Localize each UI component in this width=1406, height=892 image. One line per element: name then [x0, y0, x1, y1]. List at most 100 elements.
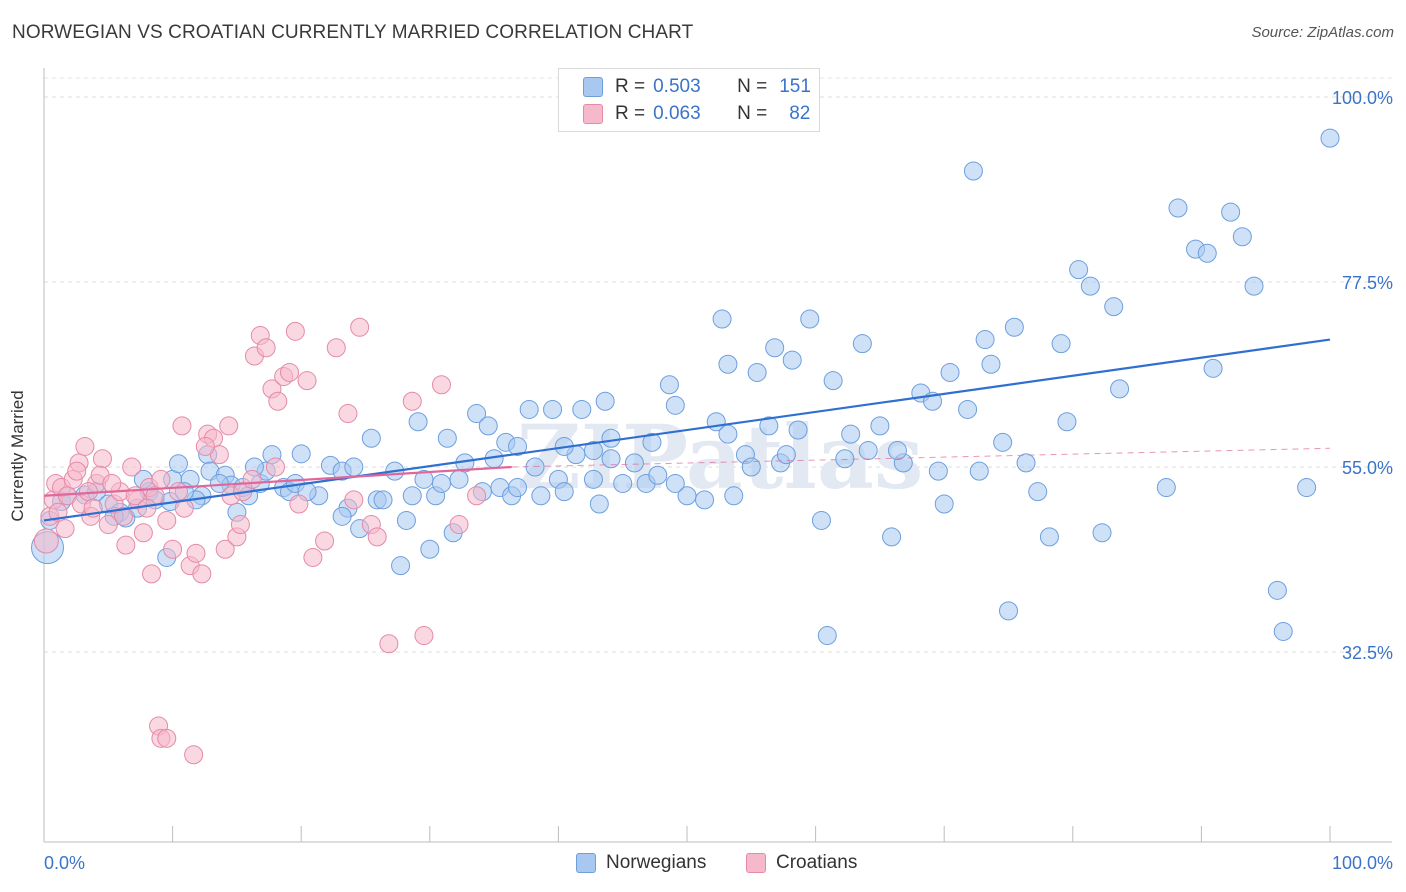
norwegian-point — [1028, 482, 1048, 502]
croatian-point — [33, 528, 59, 554]
y-tick-label: 32.5% — [1342, 643, 1393, 663]
croatian-point — [289, 494, 309, 514]
croatian-point — [297, 371, 317, 391]
norwegian-point — [507, 436, 527, 456]
norwegian-point — [624, 453, 644, 473]
norwegian-point — [1267, 580, 1287, 600]
norwegian-point — [525, 457, 545, 477]
norwegian-point — [572, 399, 592, 419]
legend-row-croatians: R = 0.063 N = 82 — [583, 102, 810, 126]
legend-n-label: N = — [737, 76, 768, 97]
croatian-point — [151, 469, 171, 489]
norwegian-point — [168, 454, 188, 474]
norwegian-point — [934, 494, 954, 514]
norwegian-point — [776, 445, 796, 465]
norwegian-point — [712, 309, 732, 329]
croatian-point — [315, 531, 335, 551]
norwegian-point — [1221, 202, 1241, 222]
legend-r-value: 0.063 — [653, 103, 701, 124]
norwegian-point — [291, 444, 311, 464]
legend-swatch-norwegians — [583, 77, 603, 97]
croatian-point — [195, 436, 215, 456]
norwegian-point — [449, 469, 469, 489]
norwegian-point — [788, 420, 808, 440]
croatian-trend-line — [43, 465, 512, 497]
croatian-point — [122, 457, 142, 477]
norwegian-point — [373, 490, 393, 510]
norwegian-point — [648, 465, 668, 485]
croatian-point — [209, 445, 229, 465]
norwegian-point — [724, 486, 744, 506]
croatian-point — [256, 338, 276, 358]
croatian-point — [168, 482, 188, 502]
croatian-point — [219, 416, 239, 436]
norwegian-point — [969, 461, 989, 481]
croatian-point — [67, 461, 87, 481]
croatian-point — [133, 523, 153, 543]
croatian-point — [326, 338, 346, 358]
croatian-point — [163, 539, 183, 559]
y-tick-label: 55.0% — [1342, 458, 1393, 478]
norwegian-point — [882, 527, 902, 547]
croatian-point — [344, 490, 364, 510]
croatian-point — [265, 457, 285, 477]
norwegian-point — [601, 428, 621, 448]
norwegian-point — [817, 626, 837, 646]
norwegian-point — [408, 412, 428, 432]
croatian-point — [280, 362, 300, 382]
legend-row-norwegians: R = 0.503 N = 151 — [583, 75, 811, 99]
norwegian-point — [835, 449, 855, 469]
norwegian-point — [718, 424, 738, 444]
chart-source: Source: ZipAtlas.com — [1251, 24, 1394, 41]
bottom-legend-label-croatians: Croatians — [776, 852, 858, 873]
bottom-legend-label-norwegians: Norwegians — [606, 852, 707, 873]
norwegian-point — [870, 416, 890, 436]
norwegian-point — [841, 424, 861, 444]
norwegian-point — [613, 473, 633, 493]
norwegian-point — [642, 432, 662, 452]
norwegian-point — [507, 478, 527, 498]
croatian-point — [431, 375, 451, 395]
norwegian-point — [1110, 379, 1130, 399]
croatian-point — [268, 391, 288, 411]
norwegian-point — [414, 469, 434, 489]
croatian-point — [55, 519, 75, 539]
norwegian-point — [583, 469, 603, 489]
norwegian-point — [1297, 478, 1317, 498]
bottom-legend-swatch-norwegians — [576, 853, 596, 873]
norwegian-point — [1080, 276, 1100, 296]
norwegian-point — [747, 362, 767, 382]
croatian-point — [157, 728, 177, 748]
croatian-point — [142, 564, 162, 584]
legend-n-value: 82 — [789, 103, 811, 124]
norwegian-point — [1232, 227, 1252, 247]
norwegian-point — [811, 510, 831, 530]
croatian-point — [350, 317, 370, 337]
norwegian-point — [543, 399, 563, 419]
chart-legend: R = 0.503 N = 151 R = 0.063 N = 82 — [558, 68, 820, 132]
norwegian-point — [695, 490, 715, 510]
croatian-point — [75, 436, 95, 456]
croatian-point — [186, 543, 206, 563]
norwegian-point — [999, 601, 1018, 621]
legend-r-label: R = — [615, 103, 646, 124]
norwegian-point — [1057, 412, 1077, 432]
norwegian-point — [981, 354, 1001, 374]
norwegian-point — [759, 416, 779, 436]
norwegian-point — [391, 556, 411, 576]
norwegian-point — [583, 441, 603, 461]
norwegian-point — [332, 506, 352, 526]
norwegian-point — [718, 354, 738, 374]
legend-r-value: 0.503 — [653, 76, 701, 97]
norwegian-point — [595, 391, 615, 411]
x-tick-label: 0.0% — [44, 853, 85, 873]
norwegian-point — [1004, 317, 1024, 337]
norwegian-point — [1016, 453, 1036, 473]
norwegian-point — [940, 362, 960, 382]
norwegian-point — [858, 441, 878, 461]
norwegian-point — [1203, 358, 1223, 378]
croatian-trend-line-extension — [511, 447, 1331, 468]
croatian-point — [172, 416, 192, 436]
norwegian-point — [975, 330, 995, 350]
